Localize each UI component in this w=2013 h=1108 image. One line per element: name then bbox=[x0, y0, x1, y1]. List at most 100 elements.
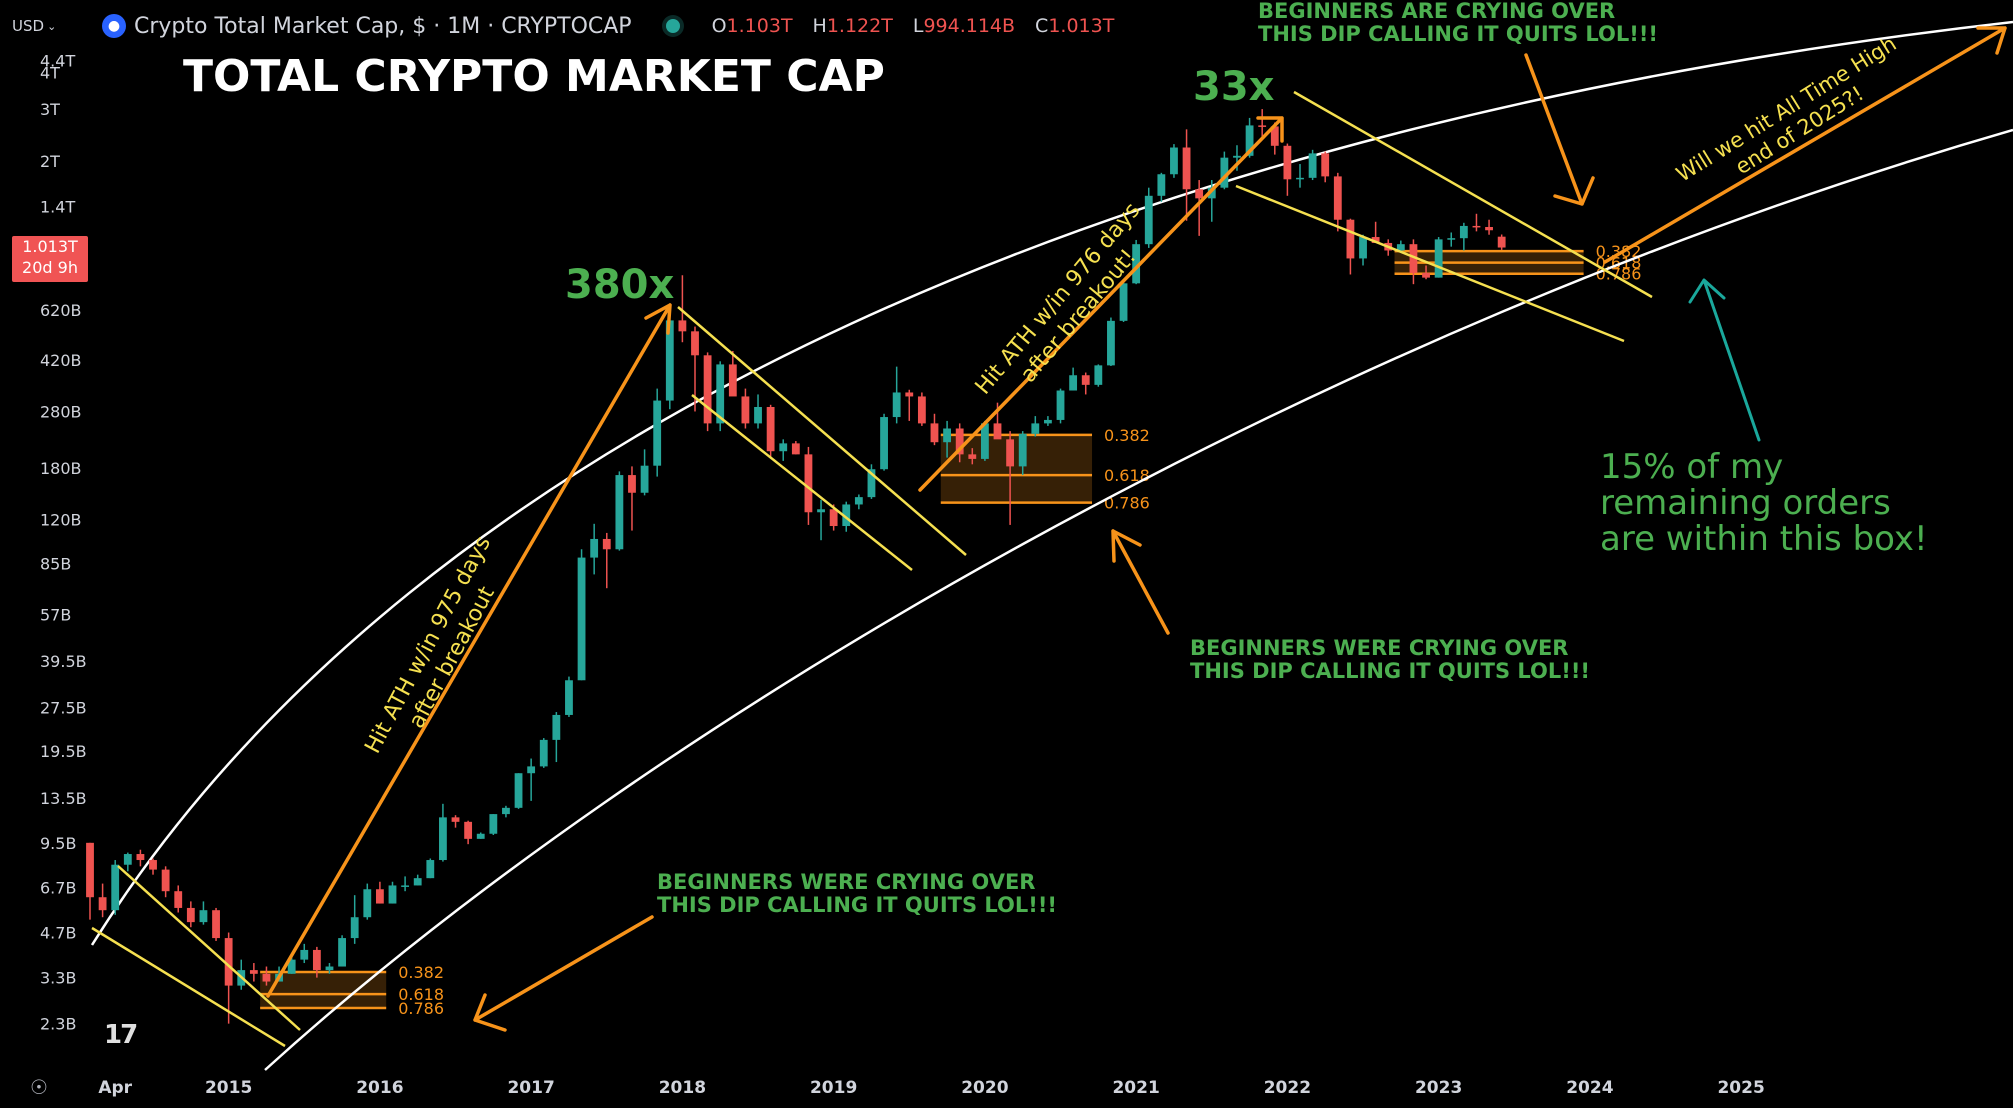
candle-body bbox=[968, 454, 977, 459]
candle bbox=[1296, 164, 1304, 188]
candle-body bbox=[728, 364, 737, 397]
candle-body bbox=[1371, 237, 1380, 243]
candle-body bbox=[1333, 176, 1342, 220]
candle bbox=[1472, 213, 1481, 232]
candle-body bbox=[86, 842, 94, 898]
candle bbox=[1069, 367, 1078, 391]
candle-body bbox=[375, 889, 384, 904]
candle bbox=[1094, 364, 1103, 387]
candle-body bbox=[1409, 244, 1418, 273]
candle-body bbox=[716, 364, 725, 424]
candle-body bbox=[464, 821, 473, 839]
candle-body bbox=[174, 891, 183, 908]
candle bbox=[312, 946, 321, 978]
candle bbox=[1044, 416, 1052, 426]
candle-body bbox=[1018, 433, 1027, 467]
candle bbox=[1119, 282, 1128, 322]
candle-body bbox=[1270, 126, 1279, 146]
last-price-value: 1.013T bbox=[22, 237, 78, 256]
candle bbox=[1283, 143, 1292, 196]
candle bbox=[590, 523, 599, 575]
market-status-dot bbox=[665, 19, 680, 33]
candle-body bbox=[1195, 189, 1204, 199]
candle-body bbox=[754, 406, 762, 424]
candle bbox=[1132, 239, 1141, 285]
candle bbox=[678, 275, 687, 343]
candle-body bbox=[1396, 244, 1405, 251]
candle bbox=[1182, 129, 1191, 221]
candle bbox=[640, 449, 649, 496]
candle-body bbox=[1069, 375, 1078, 391]
y-tick-label: 120B bbox=[40, 510, 82, 529]
candle bbox=[1006, 431, 1015, 525]
candle bbox=[1018, 431, 1027, 476]
candle-body bbox=[439, 817, 447, 861]
fib-level-label: 0.618 bbox=[1104, 466, 1150, 485]
candle-body bbox=[602, 538, 611, 550]
lower-channel-curve bbox=[264, 128, 2013, 1071]
ohlc-close: C1.013T bbox=[1035, 15, 1115, 37]
candle bbox=[388, 881, 397, 904]
x-tick-label: 2022 bbox=[1264, 1078, 1311, 1098]
candle bbox=[880, 413, 888, 471]
candle bbox=[943, 420, 951, 458]
candle bbox=[1359, 234, 1367, 266]
candle-body bbox=[1094, 365, 1103, 385]
candle-body bbox=[262, 973, 271, 982]
settings-icon[interactable]: ☉ bbox=[30, 1075, 48, 1099]
x-axis[interactable]: Apr 2015 2016 2017 2018 2019 2020 2021 2022 2023 2… bbox=[98, 1078, 1764, 1098]
candle bbox=[224, 932, 233, 1024]
candle bbox=[1220, 151, 1229, 190]
candle bbox=[854, 494, 863, 510]
x-tick-label: 2021 bbox=[1112, 1078, 1159, 1098]
candle bbox=[502, 805, 510, 818]
annotation-line: remaining orders bbox=[1600, 483, 1891, 523]
candle bbox=[917, 392, 926, 426]
candle-body bbox=[161, 869, 170, 892]
candle bbox=[602, 532, 611, 589]
candle-body bbox=[388, 885, 397, 904]
candle-body bbox=[628, 475, 636, 493]
candle-body bbox=[678, 320, 687, 332]
channel-curves bbox=[90, 20, 2013, 1071]
candle bbox=[716, 361, 725, 432]
candle-body bbox=[186, 907, 195, 923]
candle-body bbox=[829, 509, 838, 527]
candle bbox=[174, 885, 183, 913]
x-tick-label: 2017 bbox=[507, 1078, 554, 1098]
bar-countdown: 20d 9h bbox=[22, 258, 78, 277]
candle bbox=[754, 394, 762, 429]
candle bbox=[1170, 144, 1178, 178]
fib-zone bbox=[940, 434, 1093, 503]
candle bbox=[968, 448, 977, 465]
candle-body bbox=[514, 773, 523, 808]
candle bbox=[615, 471, 624, 551]
candle bbox=[476, 832, 485, 839]
candle bbox=[1031, 416, 1040, 437]
annotation-line: BEGINNERS ARE CRYING OVER bbox=[1258, 0, 1615, 23]
candle-body bbox=[703, 355, 712, 424]
annotation-ath-2025: Will we hit All Time High end of 2025?! bbox=[1672, 31, 1900, 186]
candle bbox=[905, 389, 914, 421]
y-tick-label: 280B bbox=[40, 402, 82, 421]
y-tick-label: 4.4T bbox=[40, 51, 75, 70]
candle bbox=[552, 712, 561, 763]
candle bbox=[375, 881, 384, 904]
tradingview-logo-icon[interactable]: 17 bbox=[104, 1020, 138, 1050]
candle bbox=[1434, 237, 1443, 278]
candle bbox=[703, 352, 712, 432]
candle bbox=[111, 860, 120, 915]
candle-body bbox=[212, 910, 220, 939]
candle-body bbox=[842, 504, 851, 527]
x-tick-label: 2019 bbox=[810, 1078, 857, 1098]
annotation-line: are within this box! bbox=[1600, 519, 1928, 559]
y-tick-label: 27.5B bbox=[40, 698, 87, 717]
candle bbox=[955, 423, 964, 463]
candle-body bbox=[993, 423, 1002, 440]
last-price-badge: 1.013T 20d 9h bbox=[12, 236, 88, 282]
candle-body bbox=[867, 469, 876, 498]
currency-selector[interactable]: USD ⌄ bbox=[12, 8, 56, 44]
symbol-info[interactable]: ● Crypto Total Market Cap, $ · 1M · CRYP… bbox=[102, 8, 1126, 44]
